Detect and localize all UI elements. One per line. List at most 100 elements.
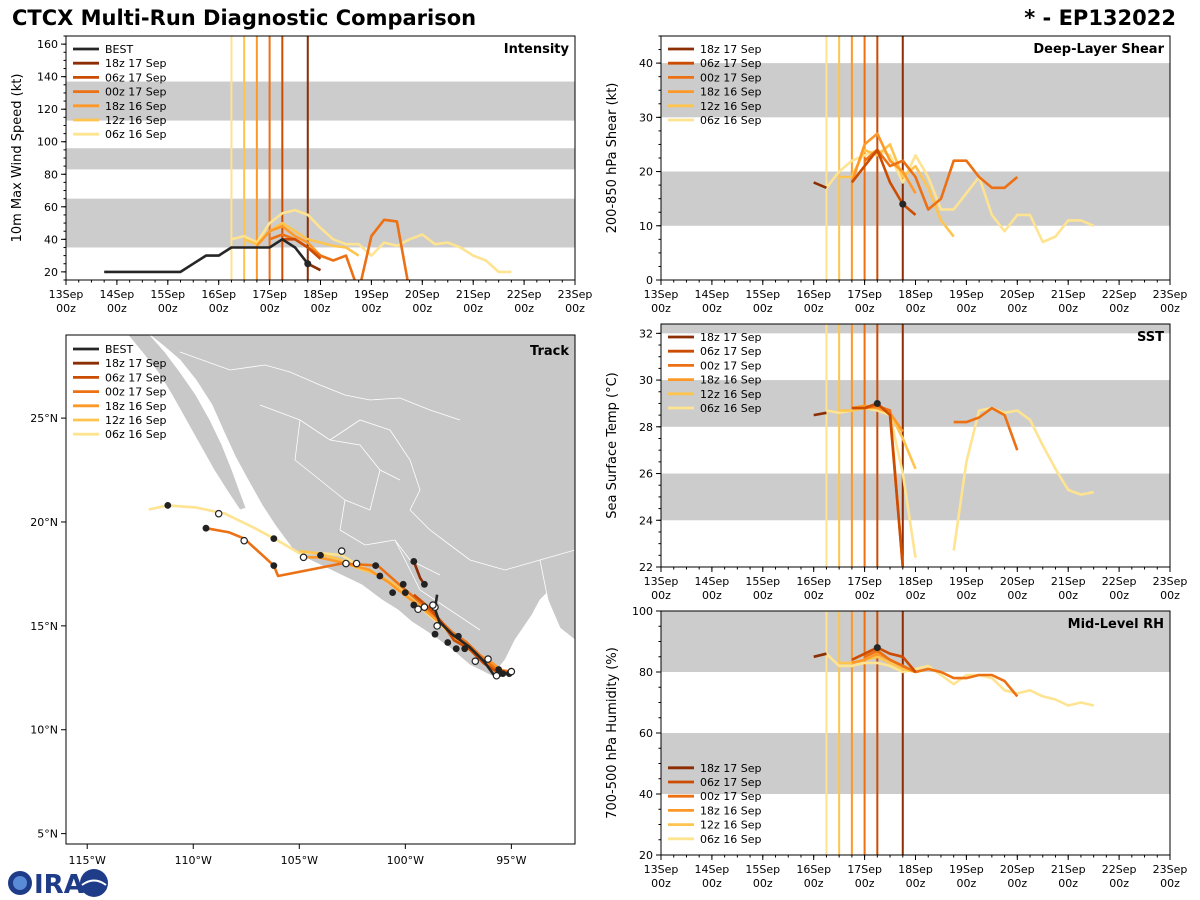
- track-fix-open-1: [492, 671, 501, 680]
- intensity-xtick-hour-4: 00z: [260, 302, 280, 315]
- rh-ytick-label-80: 80: [639, 666, 653, 679]
- intensity-band-0: [66, 198, 575, 248]
- sst-legend-label-06z-16-sep: 06z 16 Sep: [700, 402, 762, 415]
- intensity-xtick-hour-6: 00z: [362, 302, 382, 315]
- rh-xtick-hour-10: 00z: [1160, 877, 1180, 890]
- track-line-06z-17-sep: [412, 593, 510, 675]
- track-fix-open-11: [337, 547, 346, 555]
- sst-xtick-hour-10: 00z: [1160, 589, 1180, 602]
- track-fix-open-3: [471, 657, 480, 665]
- track-series: [148, 501, 516, 680]
- intensity-xtick-date-3: 16Sep: [201, 288, 236, 301]
- sst-band-2: [661, 324, 1170, 334]
- shear-xtick-date-0: 13Sep: [644, 288, 679, 301]
- track-frame: [65, 334, 576, 845]
- intensity-bands: [66, 81, 575, 248]
- track-fix-filled-17: [270, 535, 278, 542]
- intensity-ytick-label-100: 100: [37, 136, 58, 149]
- shear-xtick-date-10: 23Sep: [1153, 288, 1188, 301]
- rh-xtick-hour-0: 00z: [651, 877, 671, 890]
- track-xtick-label: 115°W: [69, 854, 106, 867]
- shear-legend-label-12z-16-sep: 12z 16 Sep: [700, 100, 762, 113]
- page-title: CTCX Multi-Run Diagnostic Comparison: [12, 6, 477, 30]
- sst-xtick-hour-4: 00z: [855, 589, 875, 602]
- rh-ylabel: 700-500 hPa Humidity (%): [605, 647, 620, 819]
- track-ytick-label: 15°N: [30, 620, 58, 633]
- track-map-land: [127, 335, 575, 677]
- rh-line-06z-16-sep: [825, 652, 1094, 707]
- rh-xtick-hour-6: 00z: [957, 877, 977, 890]
- rh-xtick-date-8: 21Sep: [1051, 863, 1086, 876]
- intensity-xtick-date-2: 15Sep: [150, 288, 185, 301]
- shear-xtick-hour-8: 00z: [1058, 302, 1078, 315]
- track-legend-label-00z-17-sep: 00z 17 Sep: [105, 386, 167, 399]
- shear-xtick-date-4: 17Sep: [847, 288, 882, 301]
- shear-ytick-label-20: 20: [639, 166, 653, 179]
- track-fix-open-2: [484, 655, 492, 663]
- shear-xtick-date-8: 21Sep: [1051, 288, 1086, 301]
- rh-ytick-label-100: 100: [632, 605, 653, 618]
- shear-legend-label-18z-16-sep: 18z 16 Sep: [700, 86, 762, 99]
- partner-logo-icon: [80, 869, 108, 897]
- rh-xtick-hour-1: 00z: [702, 877, 722, 890]
- track-fix-open-0: [507, 667, 516, 676]
- shear-legend-label-00z-17-sep: 00z 17 Sep: [700, 71, 762, 84]
- rh-band-1: [661, 611, 1170, 672]
- sst-ylabel: Sea Surface Temp (°C): [605, 372, 620, 519]
- shear-xtick-hour-3: 00z: [804, 302, 824, 315]
- sst-legend-label-12z-16-sep: 12z 16 Sep: [700, 388, 762, 401]
- rh-xtick-date-9: 22Sep: [1102, 863, 1137, 876]
- sst-xtick-date-3: 16Sep: [796, 575, 831, 588]
- intensity-xtick-hour-8: 00z: [463, 302, 483, 315]
- shear-xtick-date-7: 20Sep: [1000, 288, 1035, 301]
- sst-marker-0: [873, 399, 881, 407]
- rh-xtick-date-5: 18Sep: [898, 863, 933, 876]
- shear-marker-0: [899, 200, 907, 208]
- track-fix-open-12: [299, 553, 308, 562]
- sst-line-00z-17-sep-b: [953, 406, 1019, 451]
- shear-xtick-hour-4: 00z: [855, 302, 875, 315]
- shear-xtick-date-3: 16Sep: [796, 288, 831, 301]
- shear-legend-label-06z-17-sep: 06z 17 Sep: [700, 57, 762, 70]
- sst-xtick-date-4: 17Sep: [847, 575, 882, 588]
- shear-xtick-date-6: 19Sep: [949, 288, 984, 301]
- shear-xtick-hour-7: 00z: [1007, 302, 1027, 315]
- track-line-best: [433, 594, 501, 678]
- intensity-ylabel: 10m Max Wind Speed (kt): [10, 74, 25, 243]
- intensity-legend-label-06z-17-sep: 06z 17 Sep: [105, 71, 167, 84]
- sst-xtick-date-9: 22Sep: [1102, 575, 1137, 588]
- track-legend-label-18z-17-sep: 18z 17 Sep: [105, 357, 167, 370]
- panel-intensity: 2040608010012014016013Sep00z14Sep00z15Se…: [10, 35, 592, 315]
- border-states-5: [394, 539, 481, 631]
- rh-xtick-date-7: 20Sep: [1000, 863, 1035, 876]
- sst-xtick-date-1: 14Sep: [695, 575, 730, 588]
- track-fix-filled-19: [202, 524, 210, 532]
- track-xtick-label: 95°W: [496, 854, 526, 867]
- shear-ytick-label-30: 30: [639, 111, 653, 124]
- rh-ytick-label-40: 40: [639, 788, 653, 801]
- border-states-2: [294, 419, 381, 511]
- sst-band-1: [661, 380, 1170, 427]
- intensity-xtick-hour-7: 00z: [412, 302, 432, 315]
- track-fix-filled-7: [431, 630, 439, 638]
- land-mexico-north-america: [149, 335, 575, 677]
- rh-legend-label-06z-17-sep: 06z 17 Sep: [700, 776, 762, 789]
- partner-logo-wave: [81, 879, 107, 886]
- track-fix-filled-6: [444, 639, 452, 646]
- intensity-legend-label-18z-17-sep: 18z 17 Sep: [105, 57, 167, 70]
- cira-logo: IRA: [8, 869, 108, 900]
- rh-ytick-label-20: 20: [639, 849, 653, 862]
- rh-xtick-hour-5: 00z: [906, 877, 926, 890]
- shear-xtick-hour-10: 00z: [1160, 302, 1180, 315]
- sst-line-18z-16-sep: [851, 404, 904, 433]
- track-fix-filled-18: [270, 562, 278, 570]
- sst-xtick-hour-9: 00z: [1109, 589, 1129, 602]
- intensity-legend-label-18z-16-sep: 18z 16 Sep: [105, 100, 167, 113]
- intensity-line-18z-16-sep: [255, 225, 322, 257]
- rh-ytick-label-60: 60: [639, 727, 653, 740]
- intensity-xtick-hour-1: 00z: [107, 302, 127, 315]
- track-fix-open-6: [429, 601, 437, 609]
- cira-wordmark: IRA: [34, 870, 84, 900]
- sst-ytick-label-28: 28: [639, 421, 653, 434]
